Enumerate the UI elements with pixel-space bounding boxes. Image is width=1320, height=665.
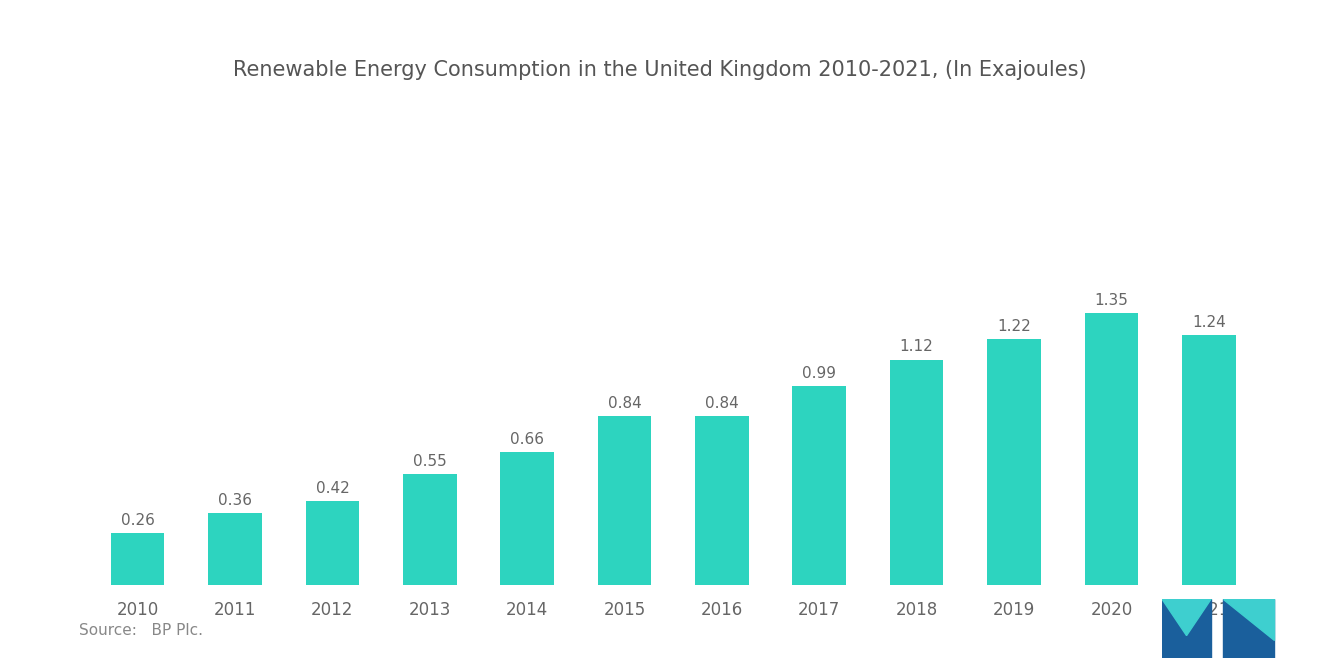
Text: 0.26: 0.26 (120, 513, 154, 528)
Text: 0.55: 0.55 (413, 454, 446, 469)
Bar (209, 513, 261, 585)
Bar (696, 416, 748, 585)
Text: 0.84: 0.84 (607, 396, 642, 411)
Text: 0.36: 0.36 (218, 493, 252, 507)
Bar (306, 501, 359, 585)
Bar (500, 452, 554, 585)
Polygon shape (1162, 598, 1212, 636)
Polygon shape (1224, 598, 1274, 640)
Bar (1085, 313, 1138, 585)
Text: 1.24: 1.24 (1192, 315, 1226, 331)
Bar (1181, 335, 1236, 585)
Bar (111, 533, 165, 585)
Bar (598, 416, 651, 585)
Text: 1.35: 1.35 (1094, 293, 1129, 308)
Bar (890, 360, 944, 585)
Bar (792, 386, 846, 585)
Text: 0.84: 0.84 (705, 396, 739, 411)
Bar (987, 339, 1040, 585)
Text: Source:   BP Plc.: Source: BP Plc. (79, 623, 203, 638)
Text: 0.66: 0.66 (510, 432, 544, 447)
Text: Renewable Energy Consumption in the United Kingdom 2010-2021, (In Exajoules): Renewable Energy Consumption in the Unit… (234, 60, 1086, 80)
Text: 0.99: 0.99 (803, 366, 837, 380)
Polygon shape (1162, 598, 1212, 658)
Text: 0.42: 0.42 (315, 481, 350, 495)
Text: 1.22: 1.22 (997, 319, 1031, 334)
Text: 1.12: 1.12 (900, 339, 933, 354)
Bar (403, 474, 457, 585)
Polygon shape (1224, 598, 1274, 658)
